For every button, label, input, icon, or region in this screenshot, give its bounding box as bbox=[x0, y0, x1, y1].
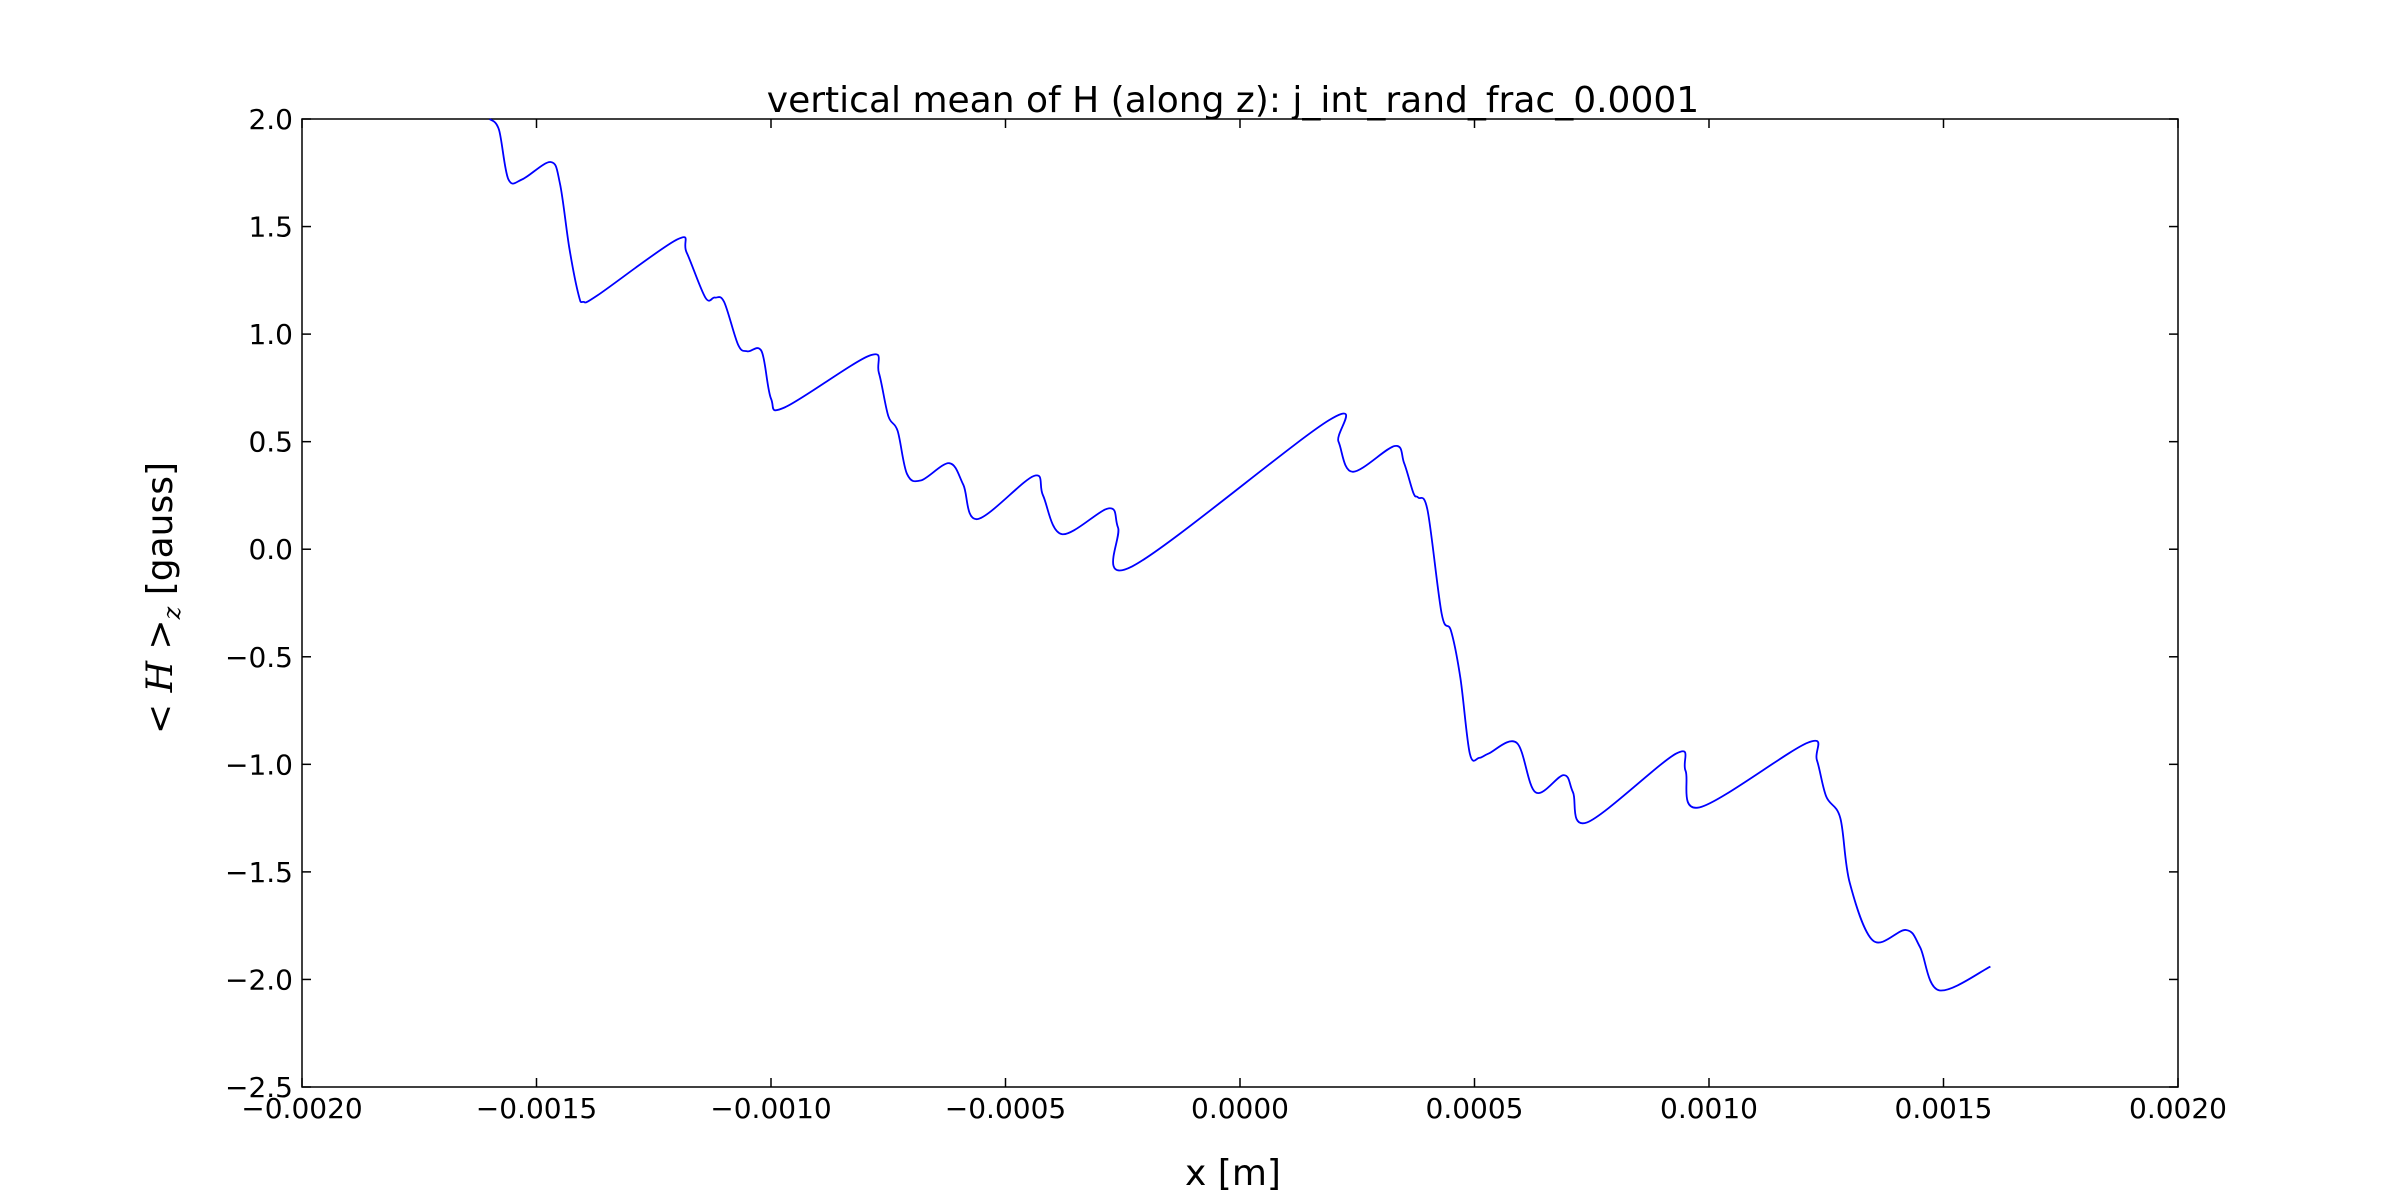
y-axis: 2.0 1.5 1.0 0.5 0.0 −0.5 −1.0 −1.5 −2.0 −2.5 bbox=[225, 103, 2178, 1104]
y-tick-label: −0.5 bbox=[225, 641, 293, 674]
y-axis-label: < H >z [gauss] bbox=[140, 462, 186, 734]
x-axis-label: x [m] bbox=[1185, 1153, 1281, 1194]
x-tick-label: 0.0010 bbox=[1660, 1092, 1758, 1125]
y-tick-label: 0.0 bbox=[248, 533, 293, 566]
y-tick-label: −2.5 bbox=[225, 1071, 293, 1104]
x-tick-label: −0.0015 bbox=[476, 1092, 597, 1125]
y-axis-label-unit: [gauss] bbox=[140, 462, 181, 607]
x-tick-label: 0.0005 bbox=[1426, 1092, 1524, 1125]
x-tick-label: −0.0010 bbox=[710, 1092, 831, 1125]
y-tick-label: −1.0 bbox=[225, 748, 293, 781]
y-tick-label: 2.0 bbox=[248, 103, 293, 136]
y-tick-label: 1.5 bbox=[248, 211, 293, 244]
series-layer bbox=[488, 118, 1991, 992]
x-tick-label: −0.0020 bbox=[241, 1092, 362, 1125]
y-tick-label: 1.0 bbox=[248, 318, 293, 351]
x-tick-label: −0.0005 bbox=[945, 1092, 1066, 1125]
series-line bbox=[488, 118, 1991, 992]
plot-area: −0.0020 −0.0015 −0.0010 −0.0005 0.0000 0.0005… bbox=[225, 103, 2227, 1125]
y-tick-label: 0.5 bbox=[248, 426, 293, 459]
x-axis: −0.0020 −0.0015 −0.0010 −0.0005 0.0000 0.0005… bbox=[241, 119, 2227, 1125]
y-axis-label-math: < H > bbox=[140, 619, 181, 734]
y-tick-label: −2.0 bbox=[225, 963, 293, 996]
chart-title: vertical mean of H (along z): j_int_rand… bbox=[767, 80, 1699, 121]
y-axis-label-group: < H >z [gauss] bbox=[140, 462, 186, 734]
x-tick-label: 0.0000 bbox=[1191, 1092, 1289, 1125]
y-tick-label: −1.5 bbox=[225, 856, 293, 889]
y-axis-label-subscript: z bbox=[158, 606, 186, 620]
x-tick-label: 0.0015 bbox=[1895, 1092, 1993, 1125]
x-tick-label: 0.0020 bbox=[2129, 1092, 2227, 1125]
